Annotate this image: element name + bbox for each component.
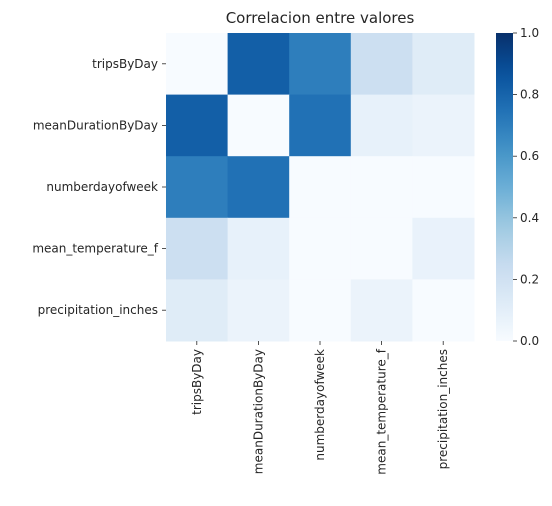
x-tick-label: meanDurationByDay (251, 349, 265, 474)
colorbar-tick-label: 0.6 (520, 149, 539, 163)
colorbar: 0.0 0.2 0.4 0.6 0.8 1.0 (496, 26, 539, 348)
heatmap-cell (289, 217, 352, 280)
heatmap-cell (289, 94, 352, 157)
y-tick-label: meanDurationByDay (33, 118, 158, 132)
x-tick-label: tripsByDay (190, 349, 204, 415)
x-axis: tripsByDay meanDurationByDay numberdayofwe… (190, 341, 450, 475)
colorbar-tick-label: 0.8 (520, 88, 539, 102)
heatmap-cell (227, 156, 290, 219)
colorbar-tick-label: 0.2 (520, 272, 539, 286)
heatmap-cell (350, 156, 413, 219)
y-tick-label: numberdayofweek (46, 180, 158, 194)
heatmap-cell (289, 33, 352, 96)
heatmap-cell (227, 217, 290, 280)
x-tick-label: precipitation_inches (436, 349, 450, 469)
x-tick-label: mean_temperature_f (375, 348, 389, 474)
heatmap-cell (227, 279, 290, 342)
colorbar-tick-label: 0.0 (520, 334, 539, 348)
heatmap-cell (227, 94, 290, 157)
y-axis: tripsByDay meanDurationByDay numberdayofwe… (32, 57, 166, 317)
heatmap-cell (350, 217, 413, 280)
heatmap-cell (289, 279, 352, 342)
y-tick-label: tripsByDay (92, 57, 158, 71)
colorbar-gradient (496, 33, 513, 341)
chart-title: Correlacion entre valores (226, 9, 415, 27)
heatmap-cell (412, 279, 475, 342)
heatmap-cell (350, 94, 413, 157)
heatmap-cell (289, 156, 352, 219)
heatmap-cell (412, 33, 475, 96)
heatmap-cell (166, 156, 229, 219)
y-tick-label: mean_temperature_f (32, 242, 158, 256)
heatmap-cell (350, 33, 413, 96)
x-tick-label: numberdayofweek (313, 349, 327, 461)
heatmap-cell (350, 279, 413, 342)
heatmap-cell (166, 217, 229, 280)
heatmap-cell (412, 94, 475, 157)
heatmap-cell (166, 279, 229, 342)
heatmap-cell (166, 94, 229, 157)
colorbar-tick-label: 1.0 (520, 26, 539, 40)
heatmap-cells (166, 33, 475, 342)
heatmap-cell (412, 217, 475, 280)
y-tick-label: precipitation_inches (38, 303, 158, 317)
colorbar-tick-label: 0.4 (520, 211, 539, 225)
heatmap-cell (166, 33, 229, 96)
heatmap-cell (412, 156, 475, 219)
heatmap-cell (227, 33, 290, 96)
